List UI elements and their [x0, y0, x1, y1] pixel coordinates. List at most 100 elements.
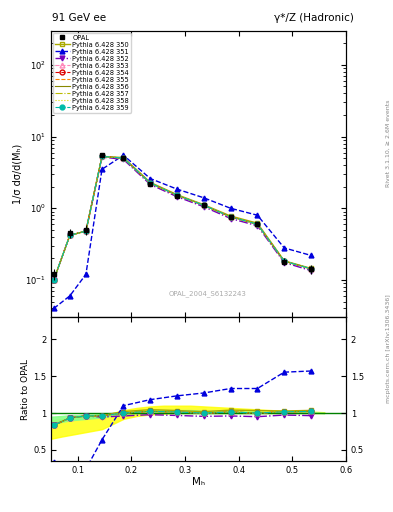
Pythia 6.428 356	[174, 192, 179, 198]
Pythia 6.428 354	[148, 180, 152, 186]
Text: mcplots.cern.ch [arXiv:1306.3436]: mcplots.cern.ch [arXiv:1306.3436]	[386, 294, 391, 402]
Pythia 6.428 355	[228, 214, 233, 220]
Pythia 6.428 351	[84, 271, 88, 278]
Pythia 6.428 352	[228, 216, 233, 222]
Line: Pythia 6.428 351: Pythia 6.428 351	[51, 153, 314, 311]
Pythia 6.428 357	[202, 202, 206, 208]
Line: Pythia 6.428 350: Pythia 6.428 350	[51, 154, 314, 283]
Text: 91 GeV ee: 91 GeV ee	[51, 13, 106, 23]
Pythia 6.428 358	[100, 153, 105, 159]
Pythia 6.428 350	[100, 153, 105, 159]
Pythia 6.428 359	[202, 202, 206, 208]
Pythia 6.428 354	[174, 192, 179, 198]
Pythia 6.428 353	[148, 180, 152, 186]
Pythia 6.428 351	[174, 186, 179, 192]
Pythia 6.428 352	[84, 228, 88, 234]
Pythia 6.428 359	[255, 221, 260, 227]
Pythia 6.428 359	[309, 266, 313, 272]
Pythia 6.428 350	[202, 202, 206, 208]
Pythia 6.428 358	[84, 228, 88, 234]
Pythia 6.428 353	[255, 221, 260, 227]
Pythia 6.428 355	[282, 258, 286, 264]
Line: Pythia 6.428 352: Pythia 6.428 352	[51, 155, 314, 283]
Pythia 6.428 350	[148, 179, 152, 185]
Pythia 6.428 354	[202, 202, 206, 208]
Pythia 6.428 356	[202, 202, 206, 208]
Pythia 6.428 359	[148, 180, 152, 186]
Pythia 6.428 351	[121, 152, 126, 158]
Pythia 6.428 357	[68, 232, 72, 239]
Pythia 6.428 350	[68, 232, 72, 239]
Line: Pythia 6.428 354: Pythia 6.428 354	[51, 154, 314, 283]
Pythia 6.428 351	[100, 166, 105, 173]
Pythia 6.428 356	[309, 266, 313, 272]
Pythia 6.428 355	[202, 202, 206, 208]
Line: Pythia 6.428 357: Pythia 6.428 357	[54, 156, 311, 280]
Pythia 6.428 358	[309, 266, 313, 272]
Pythia 6.428 355	[100, 153, 105, 159]
Pythia 6.428 350	[282, 258, 286, 264]
Pythia 6.428 354	[228, 214, 233, 220]
Pythia 6.428 359	[174, 192, 179, 198]
Pythia 6.428 351	[309, 252, 313, 259]
Pythia 6.428 352	[174, 194, 179, 200]
Pythia 6.428 358	[121, 155, 126, 161]
Pythia 6.428 354	[255, 221, 260, 227]
Pythia 6.428 352	[202, 204, 206, 210]
Pythia 6.428 356	[121, 155, 126, 161]
X-axis label: Mₕ: Mₕ	[192, 477, 205, 487]
Pythia 6.428 356	[282, 258, 286, 264]
Pythia 6.428 354	[51, 277, 56, 283]
Pythia 6.428 356	[68, 232, 72, 239]
Pythia 6.428 351	[255, 212, 260, 218]
Pythia 6.428 355	[309, 266, 313, 272]
Pythia 6.428 355	[121, 155, 126, 161]
Pythia 6.428 354	[309, 266, 313, 272]
Pythia 6.428 350	[51, 277, 56, 283]
Pythia 6.428 355	[51, 277, 56, 283]
Pythia 6.428 350	[121, 155, 126, 161]
Pythia 6.428 352	[51, 277, 56, 283]
Pythia 6.428 353	[100, 153, 105, 159]
Line: Pythia 6.428 358: Pythia 6.428 358	[54, 156, 311, 280]
Pythia 6.428 351	[148, 176, 152, 182]
Pythia 6.428 358	[174, 192, 179, 198]
Pythia 6.428 352	[121, 156, 126, 162]
Pythia 6.428 350	[84, 228, 88, 234]
Y-axis label: 1/σ dσ/d(Mₕ): 1/σ dσ/d(Mₕ)	[13, 144, 23, 204]
Pythia 6.428 354	[68, 232, 72, 239]
Pythia 6.428 350	[228, 213, 233, 219]
Text: γ*/Z (Hadronic): γ*/Z (Hadronic)	[274, 13, 354, 23]
Pythia 6.428 356	[100, 153, 105, 159]
Pythia 6.428 357	[309, 266, 313, 272]
Pythia 6.428 358	[202, 202, 206, 208]
Pythia 6.428 357	[100, 153, 105, 159]
Pythia 6.428 358	[68, 232, 72, 239]
Pythia 6.428 359	[100, 153, 105, 159]
Pythia 6.428 355	[148, 180, 152, 186]
Pythia 6.428 352	[282, 260, 286, 266]
Pythia 6.428 359	[68, 232, 72, 239]
Pythia 6.428 356	[148, 180, 152, 186]
Pythia 6.428 352	[148, 181, 152, 187]
Pythia 6.428 357	[174, 192, 179, 198]
Pythia 6.428 358	[282, 258, 286, 264]
Pythia 6.428 350	[255, 220, 260, 226]
Pythia 6.428 358	[51, 277, 56, 283]
Pythia 6.428 357	[121, 155, 126, 161]
Pythia 6.428 359	[84, 228, 88, 234]
Pythia 6.428 354	[121, 155, 126, 161]
Pythia 6.428 357	[148, 180, 152, 186]
Pythia 6.428 351	[282, 245, 286, 251]
Pythia 6.428 357	[84, 228, 88, 234]
Pythia 6.428 353	[202, 202, 206, 208]
Pythia 6.428 356	[228, 214, 233, 220]
Pythia 6.428 350	[174, 191, 179, 198]
Pythia 6.428 355	[68, 232, 72, 239]
Pythia 6.428 356	[51, 277, 56, 283]
Pythia 6.428 351	[51, 306, 56, 312]
Text: OPAL_2004_S6132243: OPAL_2004_S6132243	[168, 291, 246, 297]
Line: Pythia 6.428 356: Pythia 6.428 356	[54, 156, 311, 280]
Pythia 6.428 356	[84, 228, 88, 234]
Pythia 6.428 358	[228, 214, 233, 220]
